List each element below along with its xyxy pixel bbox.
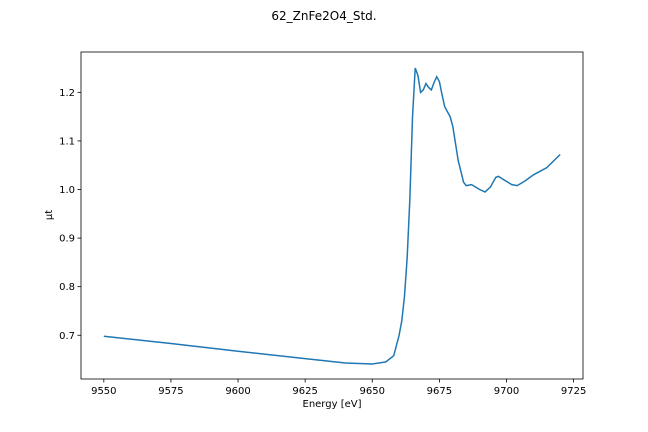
plot-frame [80,51,584,380]
y-tick-label: 0.7 [59,331,75,342]
x-tick-label: 9625 [292,386,317,397]
y-tick-label: 0.8 [59,282,75,293]
chart-title: 62_ZnFe2O4_Std. [271,9,376,23]
y-tick-label: 1.1 [59,136,75,147]
x-tick-label: 9650 [360,386,385,397]
x-tick-label: 9550 [91,386,116,397]
x-tick-label: 9725 [561,386,586,397]
x-tick-label: 9700 [494,386,519,397]
data-line [103,67,561,365]
y-tick-label: 1.0 [59,185,75,196]
y-tick-label: 1.2 [59,88,75,99]
x-tick-label: 9675 [427,386,452,397]
y-tick-label: 0.9 [59,234,75,245]
y-axis-label: μt [44,210,55,220]
x-tick-label: 9600 [225,386,250,397]
x-axis-label: Energy [eV] [303,399,362,410]
x-tick-label: 9575 [158,386,183,397]
